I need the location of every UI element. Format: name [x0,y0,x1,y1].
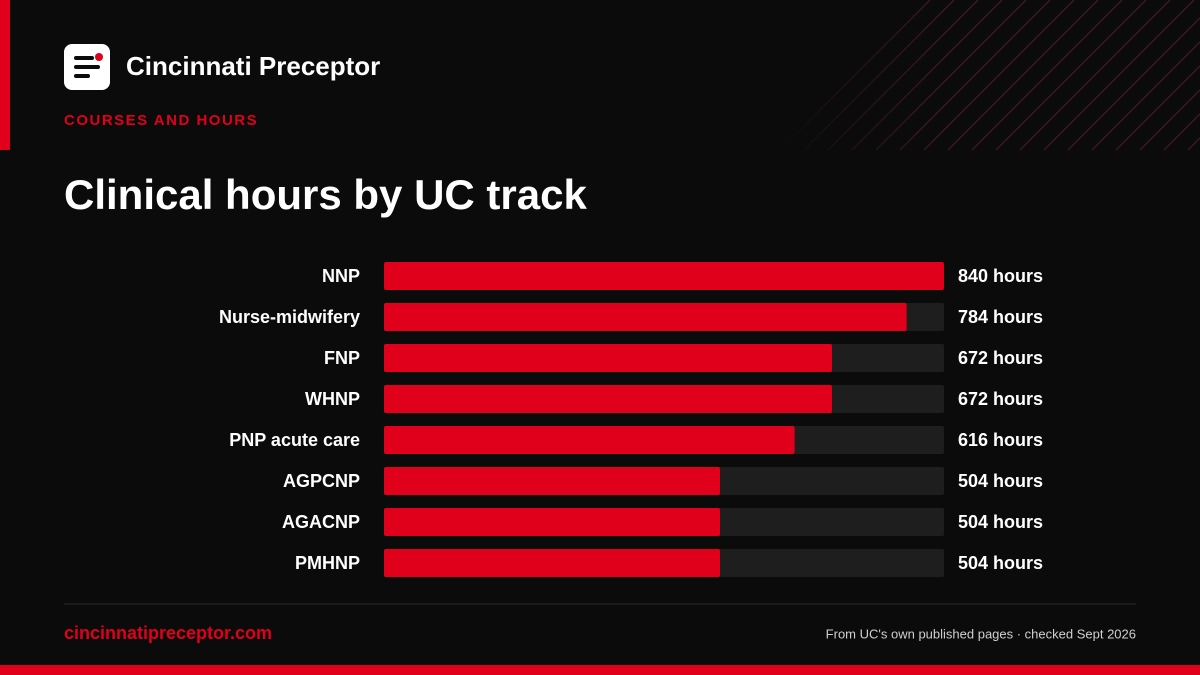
brand: Cincinnati Preceptor [126,51,380,81]
bar [384,262,944,290]
logo-line [74,65,100,69]
footer-url: cincinnatipreceptor.com [64,623,272,643]
section-label: COURSES AND HOURS [64,112,258,129]
accent-bar [0,0,10,150]
logo-line [74,74,90,78]
logo-dot [95,53,103,61]
bottom-bar [0,665,1200,675]
category-label: AGACNP [282,512,360,532]
bar [384,303,907,331]
bar [384,467,720,495]
category-label: WHNP [305,389,360,409]
bar [384,385,832,413]
logo-line [74,56,94,60]
category-label: AGPCNP [283,471,360,491]
bar [384,344,832,372]
footer-source: From UC's own published pages · checked … [826,626,1136,641]
bar [384,508,720,536]
value-label: 784 hours [958,307,1043,327]
stripe-fade [780,0,1200,150]
value-label: 504 hours [958,512,1043,532]
category-label: PMHNP [295,553,360,573]
bar [384,549,720,577]
category-label: PNP acute care [229,430,360,450]
category-label: FNP [324,348,360,368]
value-label: 504 hours [958,553,1043,573]
logo [64,44,110,90]
category-label: Nurse-midwifery [219,307,360,327]
bar [384,426,795,454]
chart-title: Clinical hours by UC track [64,171,587,218]
value-label: 672 hours [958,389,1043,409]
value-label: 504 hours [958,471,1043,491]
category-label: NNP [322,266,360,286]
value-label: 672 hours [958,348,1043,368]
value-label: 840 hours [958,266,1043,286]
value-label: 616 hours [958,430,1043,450]
